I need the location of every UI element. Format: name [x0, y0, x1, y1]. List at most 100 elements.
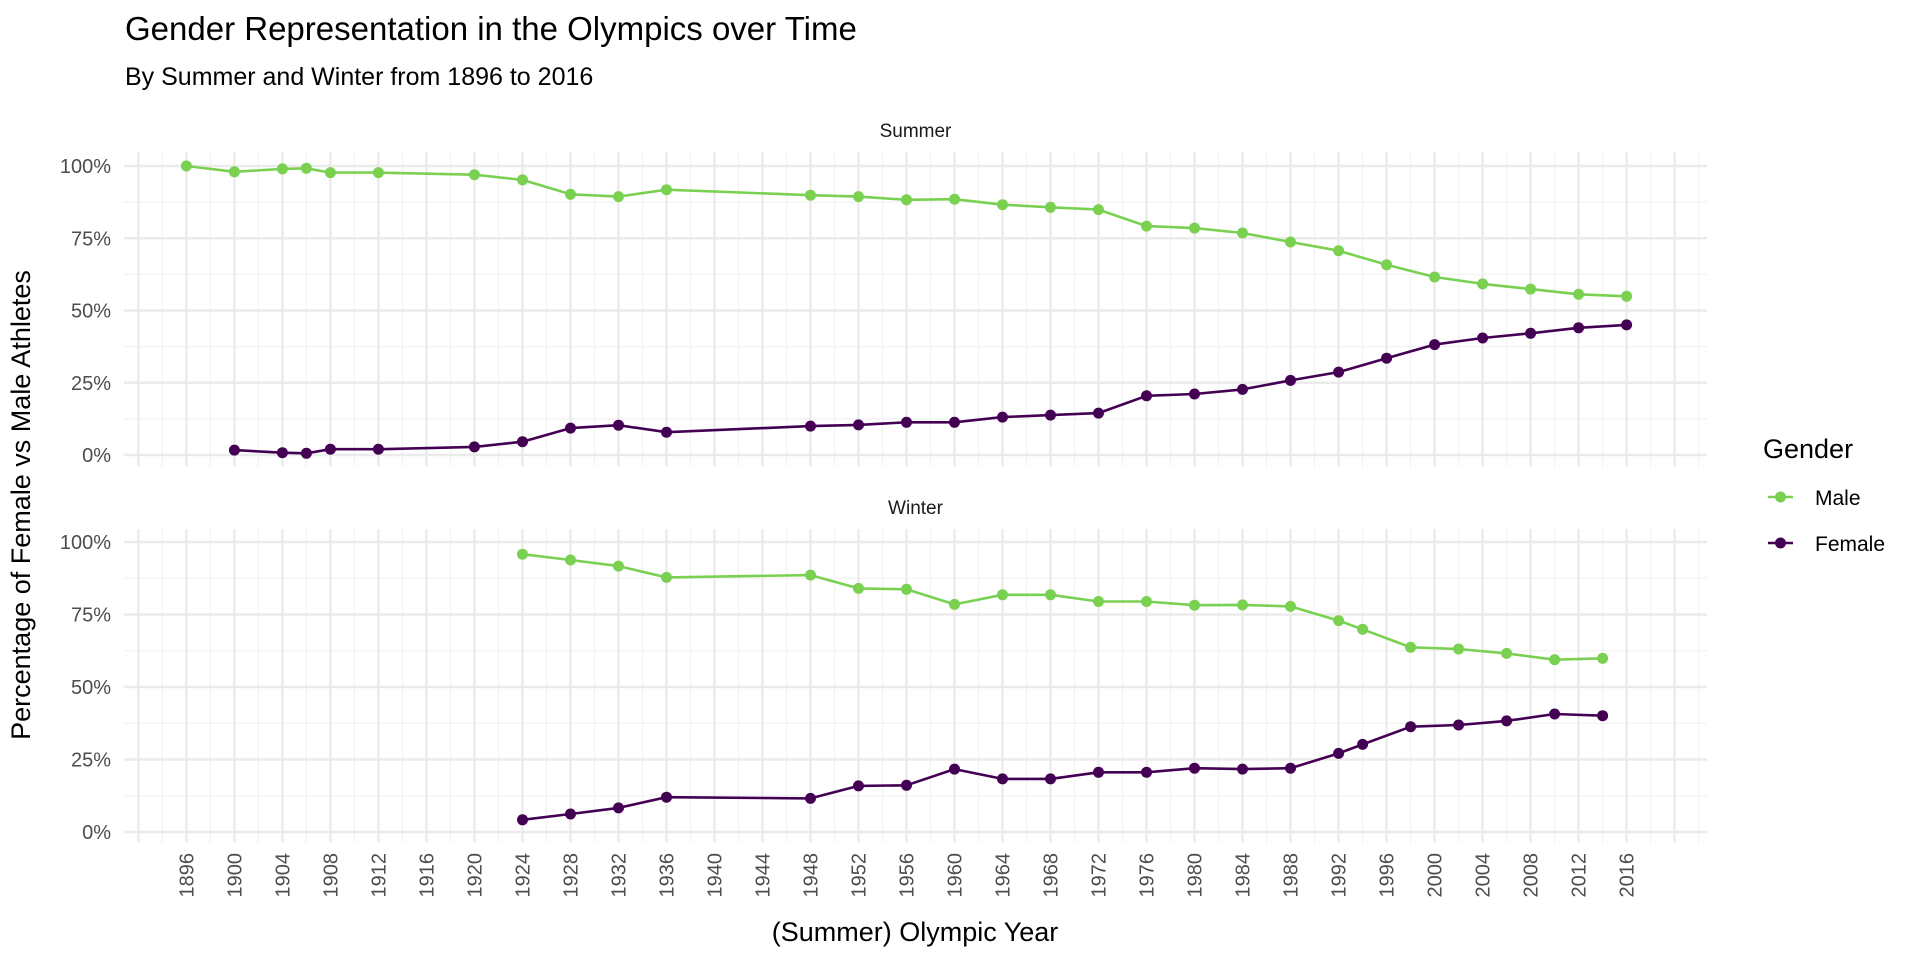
data-point-female: [1093, 407, 1104, 419]
data-point-male: [324, 167, 336, 179]
data-point-female: [324, 443, 336, 455]
data-point-female: [613, 802, 624, 814]
data-point-female: [565, 808, 576, 820]
data-point-female: [1237, 383, 1248, 395]
data-point-female: [853, 419, 864, 431]
data-point-female: [901, 779, 912, 791]
data-point-female: [613, 419, 624, 431]
x-tick-label: 1932: [609, 853, 631, 898]
data-point-female: [661, 426, 672, 438]
x-tick-label: 1948: [801, 853, 823, 898]
data-point-female: [805, 420, 816, 432]
data-point-female: [1141, 766, 1152, 778]
x-tick-label: 2012: [1569, 853, 1591, 898]
data-point-female: [517, 436, 528, 448]
y-tick-label: 25%: [71, 750, 111, 772]
x-tick-label: 1952: [849, 853, 871, 898]
data-point-female: [661, 791, 672, 803]
data-point-male: [1285, 600, 1296, 612]
data-point-female: [1597, 710, 1609, 722]
x-tick-label: 2016: [1617, 853, 1639, 898]
x-tick-label: 1996: [1377, 853, 1399, 898]
x-tick-label: 1916: [416, 853, 438, 898]
data-point-female: [1405, 721, 1417, 733]
data-point-female: [1333, 366, 1345, 378]
data-point-male: [1237, 227, 1248, 239]
legend-item-female: Female: [1768, 533, 1885, 556]
data-point-male: [300, 162, 312, 174]
data-point-female: [1045, 409, 1056, 421]
data-point-male: [1141, 220, 1152, 232]
data-point-female: [1237, 763, 1248, 775]
x-tick-label: 1968: [1041, 853, 1063, 898]
data-point-male: [805, 569, 816, 581]
data-point-male: [901, 583, 912, 595]
strip-label: Summer: [880, 121, 952, 142]
x-tick-label: 1956: [897, 853, 919, 898]
series-female: [517, 708, 1609, 826]
data-point-female: [1573, 322, 1585, 334]
data-point-female: [1525, 327, 1537, 339]
data-point-female: [1093, 766, 1104, 778]
data-point-male: [1237, 599, 1248, 611]
data-point-male: [1333, 615, 1345, 627]
data-point-female: [517, 814, 528, 826]
data-point-male: [1093, 204, 1104, 216]
data-point-male: [997, 199, 1008, 211]
x-tick-label: 1912: [368, 853, 390, 898]
panels: Summer 0% 25% 50% 75% 100% Winter 0% 25% 50% 75% 10…: [60, 121, 1707, 844]
x-tick-label: 1976: [1137, 853, 1159, 898]
data-point-female: [1285, 374, 1296, 386]
data-point-female: [805, 792, 816, 804]
data-point-female: [565, 422, 576, 434]
x-tick-label: 1940: [705, 853, 727, 898]
data-point-male: [1525, 283, 1537, 295]
data-point-male: [228, 166, 240, 178]
x-tick-label: 1988: [1281, 853, 1303, 898]
series-line-male: [522, 552, 1603, 662]
data-point-female: [372, 443, 384, 455]
data-point-male: [1357, 623, 1369, 635]
x-tick-label: 1944: [753, 853, 775, 898]
data-point-male: [1453, 643, 1465, 655]
x-tick-label: 1900: [224, 853, 246, 898]
data-point-female: [1189, 762, 1200, 774]
data-point-male: [1405, 641, 1417, 653]
data-point-female: [1453, 719, 1465, 731]
data-point-male: [1285, 236, 1296, 248]
strip-label: Winter: [888, 498, 944, 519]
series-line-female: [234, 323, 1627, 455]
data-point-male: [1381, 259, 1393, 271]
y-tick-label: 0%: [82, 822, 111, 844]
legend: Gender Male Female: [1763, 434, 1885, 556]
y-tick-label: 75%: [71, 228, 111, 250]
data-point-male: [1189, 599, 1200, 611]
data-point-male: [613, 560, 624, 572]
series-male: [517, 548, 1609, 666]
x-tick-label: 1908: [320, 853, 342, 898]
data-point-male: [1597, 652, 1609, 664]
x-tick-label: 1960: [945, 853, 967, 898]
data-point-female: [300, 447, 312, 459]
data-point-male: [853, 582, 864, 594]
x-tick-label: 2000: [1425, 853, 1447, 898]
data-point-female: [997, 411, 1008, 423]
data-point-female: [468, 441, 480, 453]
data-point-female: [949, 416, 960, 428]
data-point-female: [901, 416, 912, 428]
data-point-female: [1381, 352, 1393, 364]
data-point-male: [1549, 654, 1561, 666]
x-tick-label: 1924: [513, 853, 535, 898]
legend-item-male: Male: [1768, 487, 1861, 510]
data-point-male: [1141, 596, 1152, 607]
data-point-male: [517, 548, 528, 560]
legend-key-point-female: [1775, 537, 1786, 549]
y-tick-label: 50%: [71, 677, 111, 699]
data-point-male: [805, 189, 816, 201]
data-point-male: [468, 169, 480, 181]
panel-winter: Winter 0% 25% 50% 75% 100%: [60, 498, 1707, 844]
data-point-female: [997, 773, 1008, 785]
legend-title: Gender: [1763, 434, 1853, 464]
data-point-female: [1501, 715, 1513, 727]
data-point-male: [853, 191, 864, 203]
